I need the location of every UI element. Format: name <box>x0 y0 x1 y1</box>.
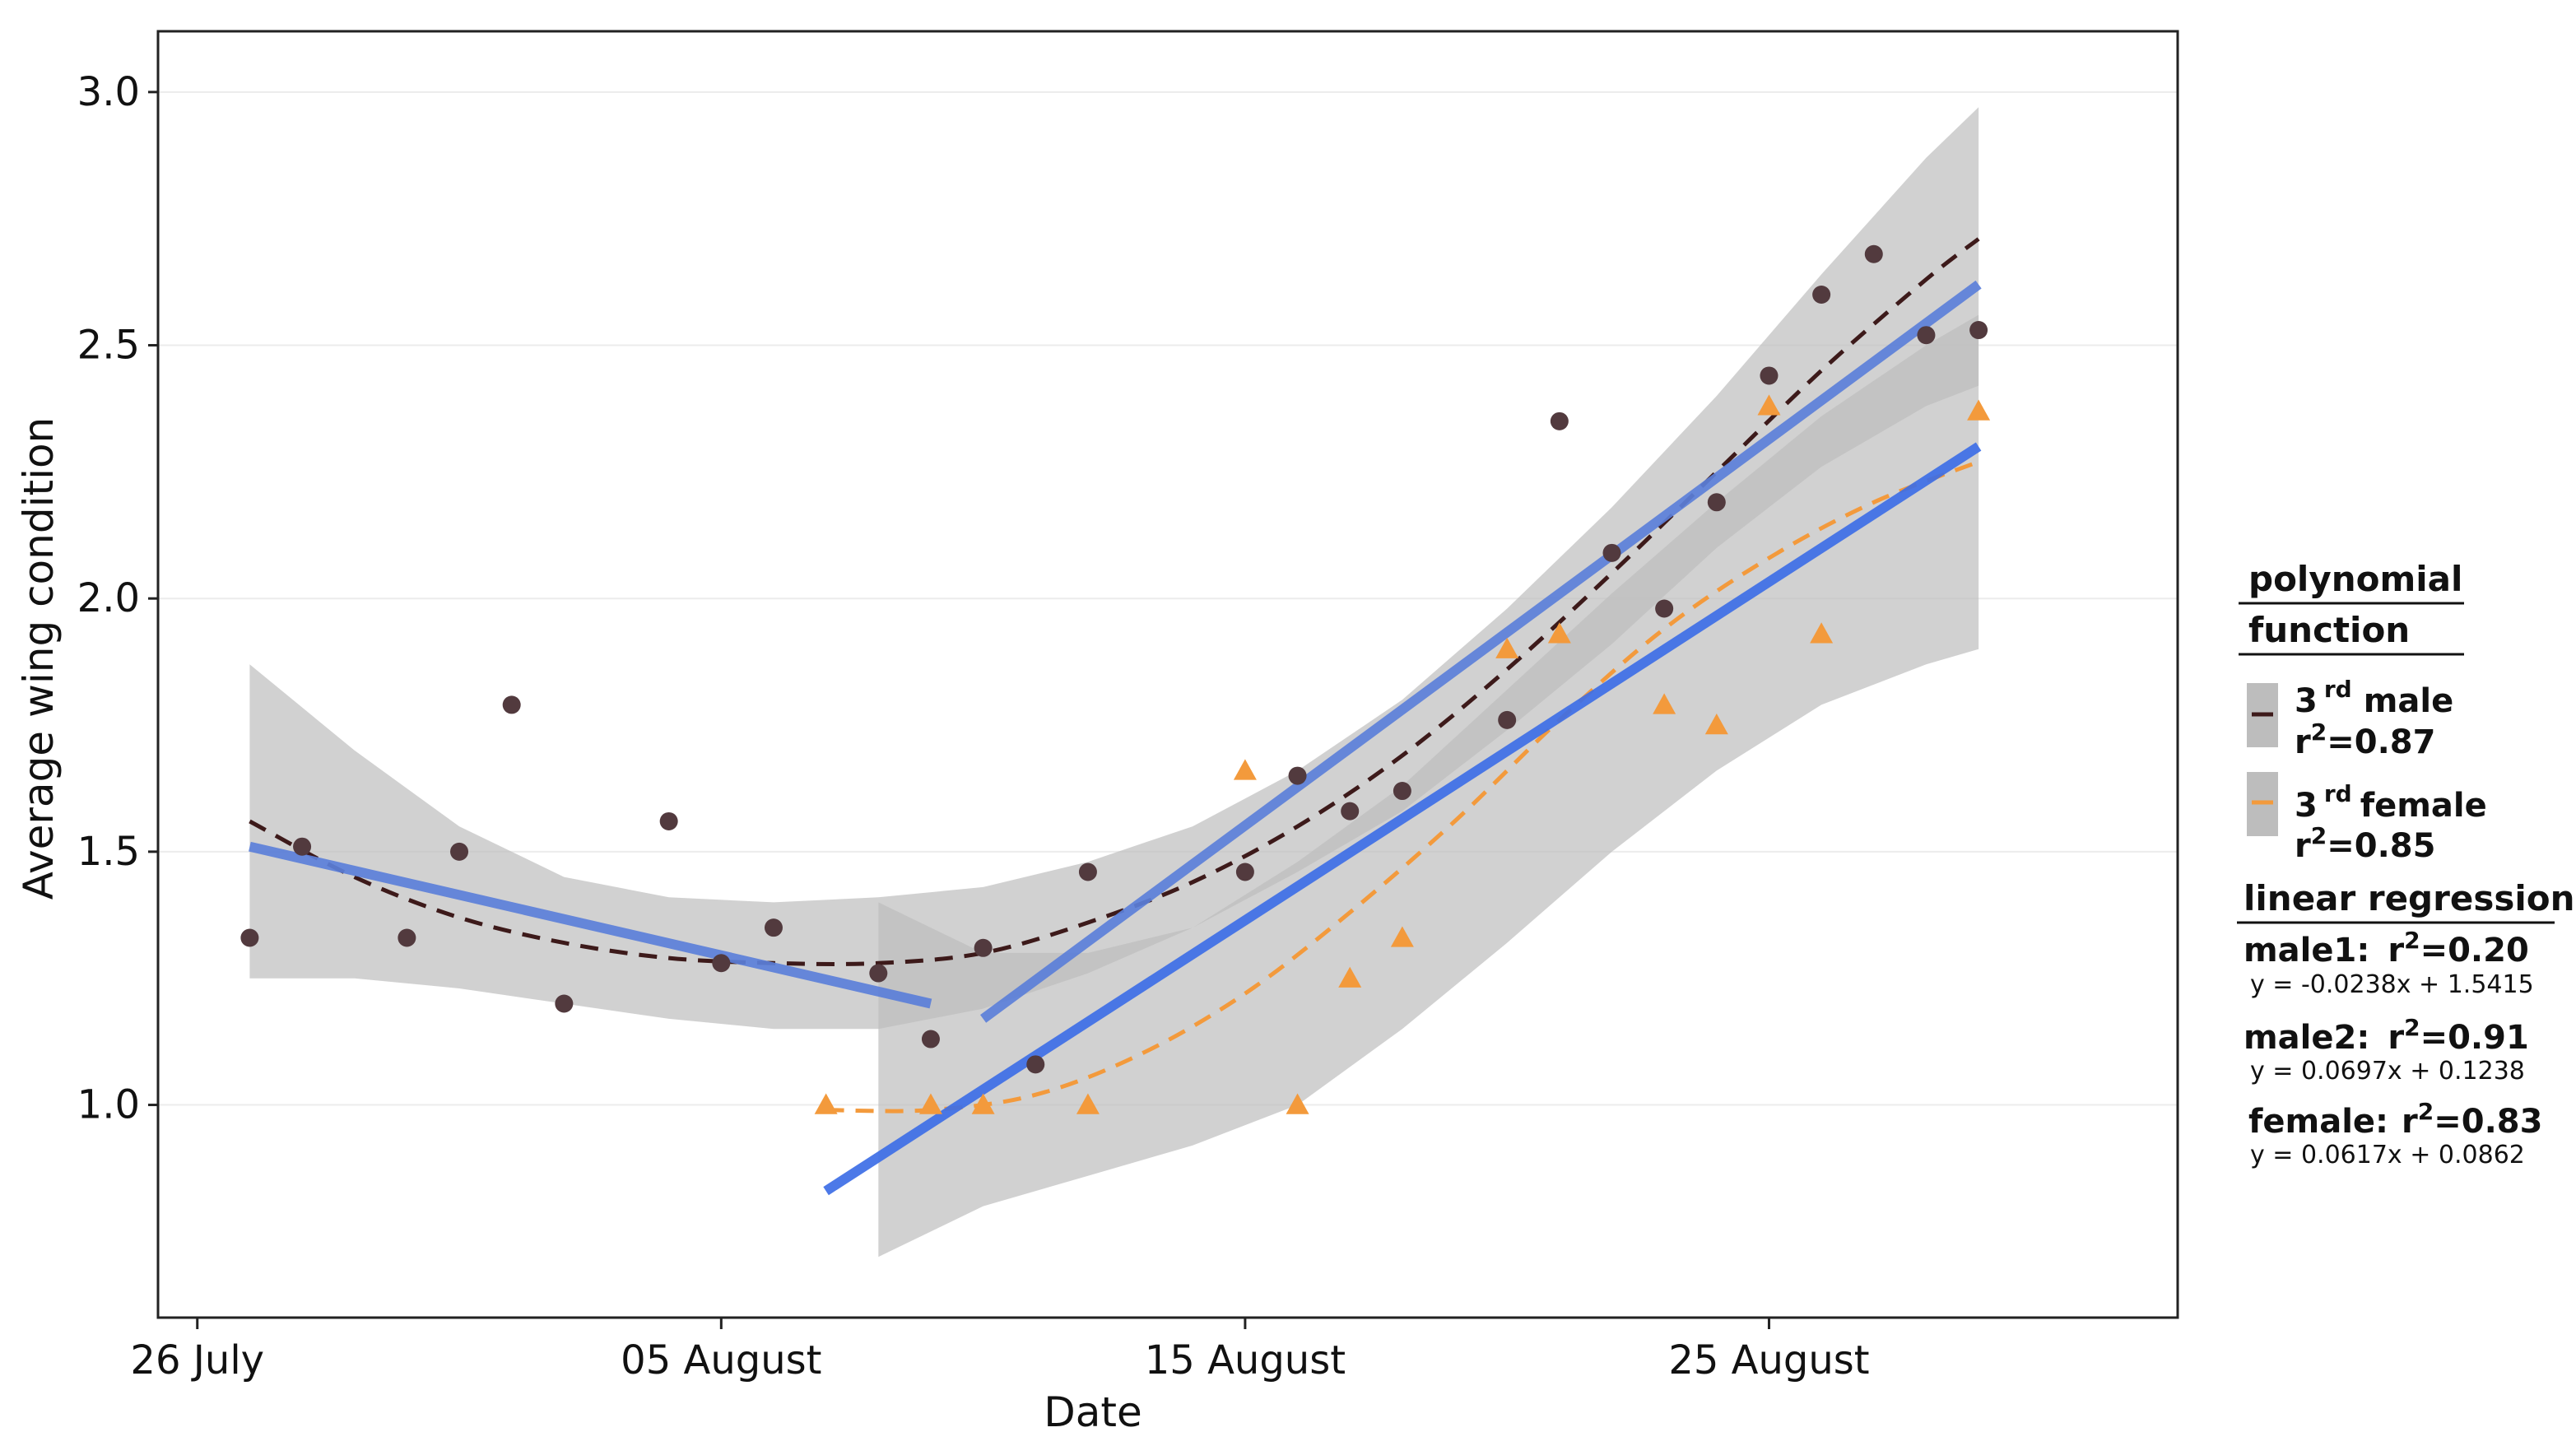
male-point <box>1655 599 1674 618</box>
male-point <box>1235 862 1254 881</box>
axis-ticks: 1.0 1.5 2.0 2.5 3.0 26 July 05 August 15 August… <box>77 69 1870 1383</box>
female-point <box>1653 693 1676 714</box>
legend-linear-heading: linear regression <box>2244 878 2574 918</box>
linear-fit-line <box>249 841 932 1009</box>
male-point <box>1078 862 1097 881</box>
data-points <box>240 244 1991 1114</box>
linear-fit-line <box>980 280 1982 1023</box>
x-tick-label: 15 August <box>1145 1337 1346 1383</box>
x-axis-title: Date <box>1044 1388 1142 1436</box>
linear-fit-line <box>823 442 1982 1196</box>
confidence-band <box>249 107 1979 1030</box>
male-point <box>1917 326 1936 345</box>
male-point <box>240 928 259 947</box>
female-point <box>1390 926 1414 947</box>
male-point <box>1550 411 1569 430</box>
y-tick-label: 1.5 <box>77 829 140 875</box>
legend-female-linear-equation: y = 0.0617x + 0.0862 <box>2250 1141 2525 1169</box>
legend-female-r2: r2=0.85 <box>2295 822 2435 865</box>
male-point <box>398 928 416 947</box>
legend-male-r2: r2=0.87 <box>2295 718 2435 761</box>
female-point <box>1233 759 1257 780</box>
male-point <box>712 954 731 973</box>
fit-lines <box>249 237 1982 1196</box>
male-point <box>1602 543 1621 562</box>
male-point <box>293 837 312 856</box>
male-point <box>1288 766 1307 785</box>
female-point <box>814 1093 838 1114</box>
male-point <box>974 938 993 957</box>
female-point <box>1757 394 1781 416</box>
polynomial-fit-line <box>825 459 1980 1114</box>
female-point <box>1967 399 1991 421</box>
y-axis-title: Average wing condition <box>15 417 63 900</box>
female-point <box>918 1093 942 1114</box>
y-tick-label: 2.0 <box>77 575 140 621</box>
male-point <box>1969 321 1988 340</box>
female-point <box>1810 622 1834 644</box>
male-point <box>1026 1055 1045 1074</box>
male-point <box>555 994 574 1013</box>
male-point <box>1812 285 1831 304</box>
x-tick-label: 26 July <box>130 1337 264 1383</box>
x-tick-label: 05 August <box>621 1337 821 1383</box>
y-tick-label: 2.5 <box>77 323 140 369</box>
female-point <box>1495 637 1519 658</box>
female-point <box>1076 1093 1100 1114</box>
confidence-bands <box>249 107 1979 1258</box>
legend-male1-equation: y = -0.0238x + 1.5415 <box>2250 970 2534 999</box>
female-point <box>1704 714 1728 735</box>
female-point <box>971 1093 995 1114</box>
male-point <box>869 964 888 983</box>
legend-male1-label: male1: r2=0.20 <box>2244 927 2529 969</box>
male-point <box>764 918 783 937</box>
female-point <box>1338 966 1362 988</box>
x-tick-label: 25 August <box>1668 1337 1869 1383</box>
confidence-band <box>878 314 1979 1258</box>
legend-male2-equation: y = 0.0697x + 0.1238 <box>2250 1057 2525 1086</box>
male-point <box>1341 802 1360 821</box>
legend-male2-label: male2: r2=0.91 <box>2244 1014 2529 1057</box>
legend-female-linear-label: female: r2=0.83 <box>2248 1098 2542 1141</box>
female-point <box>1547 622 1571 644</box>
polynomial-fit-line <box>249 237 1980 966</box>
male-point <box>450 842 469 861</box>
male-point <box>659 811 678 830</box>
y-tick-label: 1.0 <box>77 1082 140 1128</box>
legend-poly-heading-1: polynomial <box>2248 559 2462 599</box>
male-point <box>1864 244 1883 263</box>
plot-border <box>156 30 2179 1319</box>
male-point <box>502 695 521 714</box>
male-point <box>1707 493 1726 512</box>
male-point <box>1393 782 1411 801</box>
y-tick-label: 3.0 <box>77 69 140 115</box>
male-point <box>921 1030 940 1048</box>
female-point <box>1286 1093 1309 1114</box>
legend-poly-heading-2: function <box>2248 610 2410 650</box>
male-point <box>1498 710 1517 729</box>
male-point <box>1760 366 1779 385</box>
